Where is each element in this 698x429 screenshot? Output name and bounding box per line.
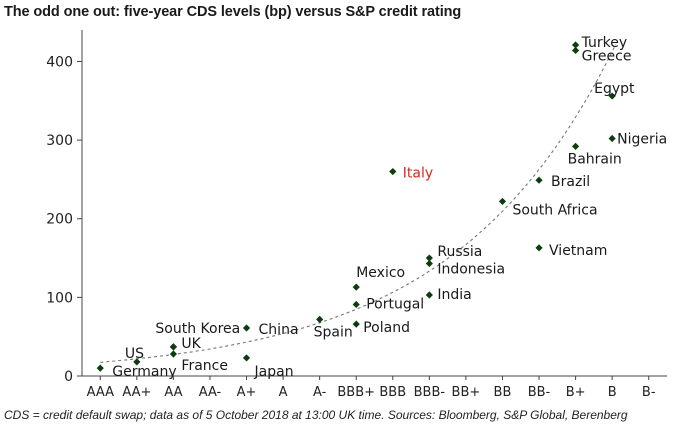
data-point	[571, 46, 580, 55]
data-point	[96, 364, 104, 372]
data-point	[389, 167, 397, 176]
data-point	[535, 244, 543, 252]
data-point	[316, 315, 324, 323]
data-label: Italy	[403, 166, 433, 182]
data-point	[169, 350, 178, 358]
y-tick-label: 200	[46, 212, 73, 228]
data-label: Japan	[254, 364, 294, 380]
data-point	[352, 283, 360, 291]
x-tick-label: A-	[313, 385, 327, 400]
data-point	[425, 259, 433, 268]
data-point	[571, 142, 580, 150]
data-label: India	[437, 287, 471, 303]
x-tick-label: B-	[642, 385, 656, 400]
data-point	[242, 324, 251, 332]
data-point	[425, 291, 433, 299]
data-label: Spain	[314, 324, 353, 340]
data-label: UK	[181, 336, 201, 352]
data-label: Bahrain	[568, 151, 622, 167]
x-tick-label: AA	[164, 385, 182, 400]
x-tick-label: B	[608, 385, 617, 400]
data-label: Vietnam	[549, 243, 607, 259]
chart-title: The odd one out: five-year CDS levels (b…	[4, 4, 462, 20]
y-tick-label: 400	[46, 54, 73, 70]
x-tick-label: AA-	[199, 385, 222, 400]
data-label: Greece	[582, 48, 632, 64]
x-tick-label: BBB+	[337, 385, 375, 400]
data-label: Germany	[112, 364, 176, 380]
trendline-path	[100, 43, 617, 363]
x-tick-label: BB	[494, 385, 512, 400]
x-tick-label: BB+	[452, 385, 481, 400]
x-tick-label: BBB	[379, 385, 406, 400]
x-tick-label: AA+	[122, 385, 151, 400]
data-point	[352, 320, 360, 328]
data-label: South Africa	[512, 202, 597, 218]
x-tick-label: BBB-	[414, 385, 446, 400]
data-label: South Korea	[155, 321, 240, 337]
x-tick-label: B+	[566, 385, 586, 400]
data-label: China	[259, 322, 299, 338]
data-label: US	[125, 346, 144, 362]
x-tick-label: AAA	[87, 385, 115, 400]
data-label: Brazil	[551, 174, 590, 190]
data-point	[608, 134, 616, 143]
data-label: Russia	[437, 244, 482, 260]
x-tick-label: A	[279, 385, 288, 400]
trendline	[100, 43, 617, 363]
data-label: Mexico	[356, 265, 405, 281]
data-point	[608, 92, 616, 100]
y-tick-label: 0	[64, 369, 73, 385]
data-label: Poland	[363, 320, 410, 336]
x-tick-label: BB-	[528, 385, 551, 400]
data-point	[535, 176, 543, 184]
data-point	[169, 343, 178, 351]
data-label: Turkey	[581, 35, 628, 51]
y-tick-label: 100	[46, 290, 73, 306]
data-point	[498, 197, 507, 206]
x-tick-label: A+	[237, 385, 257, 400]
data-label: Portugal	[366, 296, 424, 312]
data-point	[425, 254, 433, 262]
data-point	[571, 41, 580, 49]
data-label: Nigeria	[617, 132, 667, 148]
data-label: Egypt	[594, 81, 635, 97]
data-point	[352, 300, 360, 309]
y-tick-label: 300	[46, 133, 73, 149]
source-footnote: CDS = credit default swap; data as of 5 …	[4, 408, 628, 422]
data-points: Germany US UK France South Korea China Japan Sp…	[96, 35, 667, 380]
data-point	[242, 354, 251, 362]
data-point	[133, 358, 141, 366]
data-label: Indonesia	[437, 262, 505, 278]
data-label: France	[181, 358, 228, 374]
